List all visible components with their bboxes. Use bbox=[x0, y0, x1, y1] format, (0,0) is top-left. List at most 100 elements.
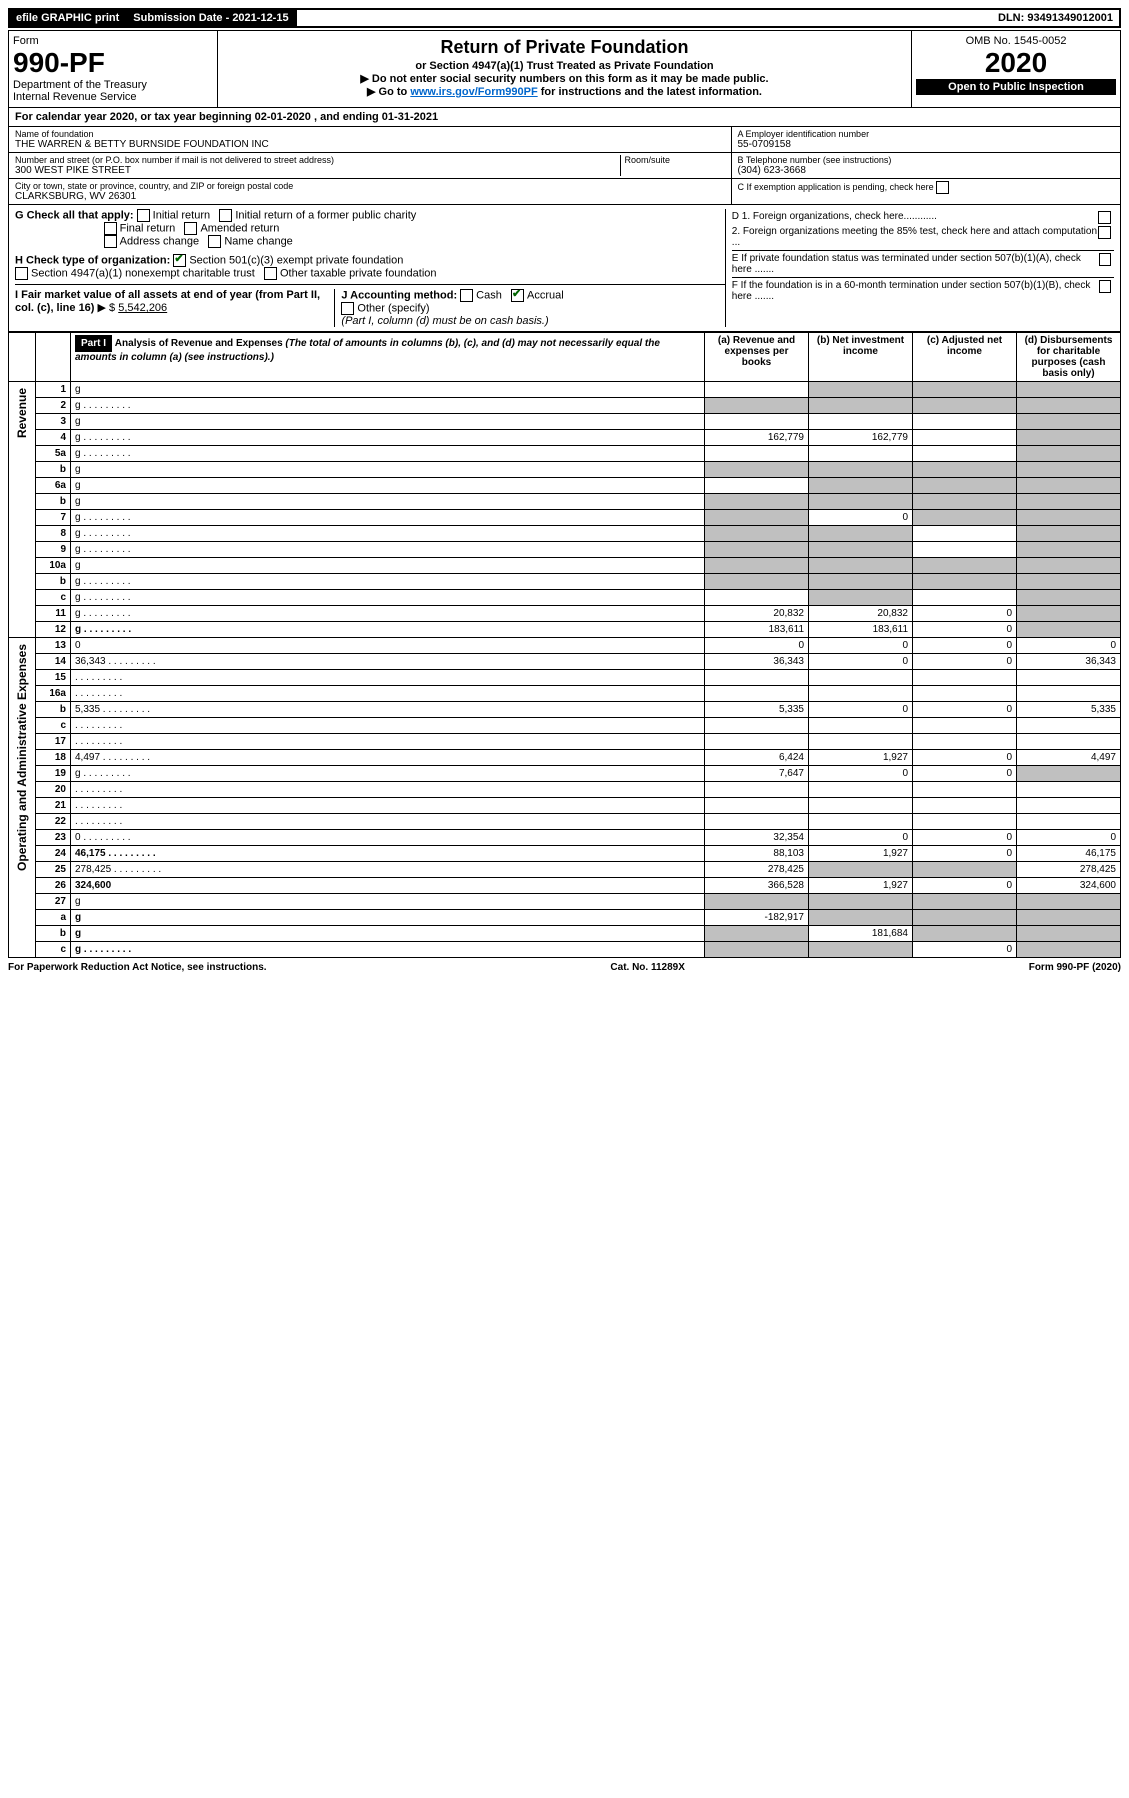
d1-chk[interactable] bbox=[1098, 211, 1111, 224]
cell-d bbox=[1017, 574, 1121, 590]
cell-c bbox=[913, 798, 1017, 814]
row-num: b bbox=[36, 462, 71, 478]
cell-b: 0 bbox=[809, 654, 913, 670]
cell-c: 0 bbox=[913, 830, 1017, 846]
cell-d bbox=[1017, 910, 1121, 926]
row-desc: 36,343 bbox=[71, 654, 705, 670]
irs-link[interactable]: www.irs.gov/Form990PF bbox=[410, 86, 537, 98]
calendar-year: For calendar year 2020, or tax year begi… bbox=[8, 108, 1121, 127]
cell-c: 0 bbox=[913, 702, 1017, 718]
col-c: (c) Adjusted net income bbox=[913, 333, 1017, 382]
open-inspection: Open to Public Inspection bbox=[916, 79, 1116, 95]
cell-a bbox=[705, 814, 809, 830]
cell-d: 5,335 bbox=[1017, 702, 1121, 718]
cell-c bbox=[913, 910, 1017, 926]
efile-label[interactable]: efile GRAPHIC print bbox=[10, 10, 127, 26]
dln: DLN: 93491349012001 bbox=[992, 10, 1119, 26]
row-desc: g bbox=[71, 622, 705, 638]
cell-c bbox=[913, 814, 1017, 830]
ein-value: 55-0709158 bbox=[738, 139, 1115, 150]
initial-return-chk[interactable] bbox=[137, 209, 150, 222]
cell-c bbox=[913, 526, 1017, 542]
cash-chk[interactable] bbox=[460, 289, 473, 302]
cell-d bbox=[1017, 478, 1121, 494]
row-num: 27 bbox=[36, 894, 71, 910]
row-desc bbox=[71, 814, 705, 830]
irs: Internal Revenue Service bbox=[13, 91, 213, 103]
row-num: 8 bbox=[36, 526, 71, 542]
row-num: 23 bbox=[36, 830, 71, 846]
cell-a bbox=[705, 782, 809, 798]
cell-a bbox=[705, 510, 809, 526]
row-num: 21 bbox=[36, 798, 71, 814]
row-desc: g bbox=[71, 926, 705, 942]
cell-b: 0 bbox=[809, 766, 913, 782]
row-desc: g bbox=[71, 542, 705, 558]
cell-b bbox=[809, 542, 913, 558]
d2-chk[interactable] bbox=[1098, 226, 1111, 239]
expenses-label: Operating and Administrative Expenses bbox=[13, 640, 31, 875]
cell-a: 7,647 bbox=[705, 766, 809, 782]
col-a: (a) Revenue and expenses per books bbox=[705, 333, 809, 382]
cell-b bbox=[809, 894, 913, 910]
cell-c: 0 bbox=[913, 878, 1017, 894]
c-checkbox[interactable] bbox=[936, 181, 949, 194]
amended-chk[interactable] bbox=[184, 222, 197, 235]
cell-b bbox=[809, 814, 913, 830]
f-chk[interactable] bbox=[1099, 280, 1111, 293]
accrual-chk[interactable] bbox=[511, 289, 524, 302]
j-label: J Accounting method: bbox=[341, 289, 457, 301]
cell-a bbox=[705, 670, 809, 686]
final-return-chk[interactable] bbox=[104, 222, 117, 235]
page-footer: For Paperwork Reduction Act Notice, see … bbox=[8, 958, 1121, 977]
other-taxable-chk[interactable] bbox=[264, 267, 277, 280]
row-num: 17 bbox=[36, 734, 71, 750]
cell-a: 0 bbox=[705, 638, 809, 654]
other-method-chk[interactable] bbox=[341, 302, 354, 315]
f-label: F If the foundation is in a 60-month ter… bbox=[732, 280, 1099, 302]
cell-d bbox=[1017, 558, 1121, 574]
row-num: 18 bbox=[36, 750, 71, 766]
cell-b bbox=[809, 462, 913, 478]
cell-a bbox=[705, 798, 809, 814]
row-num: 1 bbox=[36, 382, 71, 398]
e-chk[interactable] bbox=[1099, 253, 1111, 266]
cell-a bbox=[705, 558, 809, 574]
foundation-name: THE WARREN & BETTY BURNSIDE FOUNDATION I… bbox=[15, 139, 725, 150]
cell-b bbox=[809, 414, 913, 430]
cell-d bbox=[1017, 526, 1121, 542]
initial-public-chk[interactable] bbox=[219, 209, 232, 222]
cell-b bbox=[809, 910, 913, 926]
row-desc: g bbox=[71, 574, 705, 590]
name-change-chk[interactable] bbox=[208, 235, 221, 248]
cell-c: 0 bbox=[913, 846, 1017, 862]
cell-c bbox=[913, 558, 1017, 574]
cell-a bbox=[705, 574, 809, 590]
cell-d bbox=[1017, 398, 1121, 414]
row-num: 12 bbox=[36, 622, 71, 638]
cell-c bbox=[913, 718, 1017, 734]
cell-c bbox=[913, 414, 1017, 430]
form-subtitle: or Section 4947(a)(1) Trust Treated as P… bbox=[222, 60, 907, 72]
row-num: b bbox=[36, 494, 71, 510]
row-num: 19 bbox=[36, 766, 71, 782]
cell-b bbox=[809, 526, 913, 542]
cell-d bbox=[1017, 734, 1121, 750]
row-num: 3 bbox=[36, 414, 71, 430]
row-desc bbox=[71, 686, 705, 702]
4947-chk[interactable] bbox=[15, 267, 28, 280]
row-desc: g bbox=[71, 510, 705, 526]
cell-d bbox=[1017, 942, 1121, 958]
form-number: 990-PF bbox=[13, 47, 213, 79]
address-change-chk[interactable] bbox=[104, 235, 117, 248]
foundation-city: CLARKSBURG, WV 26301 bbox=[15, 191, 725, 202]
cell-a: 88,103 bbox=[705, 846, 809, 862]
501c3-chk[interactable] bbox=[173, 254, 186, 267]
row-desc: g bbox=[71, 462, 705, 478]
row-num: b bbox=[36, 574, 71, 590]
cell-a bbox=[705, 590, 809, 606]
cell-c: 0 bbox=[913, 654, 1017, 670]
row-num: 22 bbox=[36, 814, 71, 830]
row-desc: g bbox=[71, 494, 705, 510]
cell-c bbox=[913, 670, 1017, 686]
